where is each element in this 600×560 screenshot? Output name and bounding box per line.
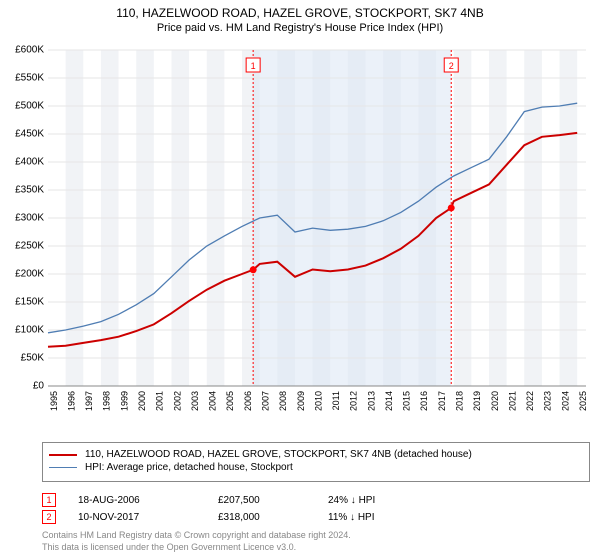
sale-marker: 1 <box>42 493 56 507</box>
x-tick-label: 2017 <box>437 391 447 411</box>
chart-area: 1995 1996 1997 1998 1999 2000 2001 2002 2003 2004… <box>42 44 590 414</box>
sale-diff: 24% ↓ HPI <box>328 495 448 506</box>
x-tick-label: 2008 <box>278 391 288 411</box>
legend-label-property: 110, HAZELWOOD ROAD, HAZEL GROVE, STOCKP… <box>85 449 472 460</box>
legend-label-hpi: HPI: Average price, detached house, Stoc… <box>85 462 293 473</box>
legend-row-property: 110, HAZELWOOD ROAD, HAZEL GROVE, STOCKP… <box>49 449 583 460</box>
y-tick-label: £200K <box>15 269 44 280</box>
x-tick-label: 2003 <box>190 391 200 411</box>
x-tick-label: 1995 <box>49 391 59 411</box>
legend-swatch-property <box>49 454 77 456</box>
title-line-2: Price paid vs. HM Land Registry's House … <box>0 22 600 34</box>
x-tick-label: 2011 <box>331 391 341 410</box>
x-tick-label: 2022 <box>525 391 535 411</box>
x-tick-label: 2000 <box>137 391 147 411</box>
x-tick-label: 2015 <box>402 391 412 411</box>
legend-swatch-hpi <box>49 467 77 468</box>
chart-title-block: 110, HAZELWOOD ROAD, HAZEL GROVE, STOCKP… <box>0 0 600 34</box>
x-tick-label: 2025 <box>578 391 588 411</box>
y-tick-label: £50K <box>21 353 44 364</box>
y-tick-label: £300K <box>15 213 44 224</box>
y-tick-label: £400K <box>15 157 44 168</box>
footer-attribution: Contains HM Land Registry data © Crown c… <box>42 530 351 553</box>
y-tick-label: £450K <box>15 129 44 140</box>
y-tick-label: £100K <box>15 325 44 336</box>
sale-date: 18-AUG-2006 <box>78 495 218 506</box>
sale-price: £207,500 <box>218 495 328 506</box>
y-tick-label: £250K <box>15 241 44 252</box>
svg-text:2: 2 <box>449 61 454 71</box>
x-tick-label: 2002 <box>172 391 182 411</box>
legend: 110, HAZELWOOD ROAD, HAZEL GROVE, STOCKP… <box>42 442 590 482</box>
x-tick-label: 2005 <box>225 391 235 411</box>
sale-row: 2 10-NOV-2017£318,00011% ↓ HPI <box>42 510 590 524</box>
y-tick-label: £550K <box>15 73 44 84</box>
legend-row-hpi: HPI: Average price, detached house, Stoc… <box>49 462 583 473</box>
sale-diff: 11% ↓ HPI <box>328 512 448 523</box>
x-tick-label: 2018 <box>455 391 465 411</box>
line-chart-svg: 1995 1996 1997 1998 1999 2000 2001 2002 2003 2004… <box>42 44 590 414</box>
x-tick-label: 2024 <box>560 391 570 411</box>
x-tick-label: 2001 <box>155 391 165 411</box>
x-tick-label: 2021 <box>507 391 517 411</box>
y-axis-labels: £0£50K£100K£150K£200K£250K£300K£350K£400… <box>0 44 46 414</box>
sales-table: 1 18-AUG-2006£207,50024% ↓ HPI 2 10-NOV-201… <box>42 490 590 527</box>
sale-date: 10-NOV-2017 <box>78 512 218 523</box>
x-tick-label: 2007 <box>260 391 270 411</box>
x-tick-label: 2020 <box>490 391 500 411</box>
x-tick-label: 2006 <box>243 391 253 411</box>
x-tick-label: 2010 <box>313 391 323 411</box>
x-tick-label: 1997 <box>84 391 94 411</box>
y-tick-label: £600K <box>15 45 44 56</box>
svg-text:1: 1 <box>251 61 256 71</box>
x-tick-label: 2014 <box>384 391 394 411</box>
sale-marker: 2 <box>42 510 56 524</box>
x-tick-label: 2012 <box>349 391 359 411</box>
x-tick-label: 1999 <box>119 391 129 411</box>
y-tick-label: £150K <box>15 297 44 308</box>
x-tick-label: 2013 <box>366 391 376 411</box>
footer-line-2: This data is licensed under the Open Gov… <box>42 542 351 554</box>
sale-row: 1 18-AUG-2006£207,50024% ↓ HPI <box>42 493 590 507</box>
x-tick-label: 2019 <box>472 391 482 411</box>
sale-price: £318,000 <box>218 512 328 523</box>
x-tick-label: 2004 <box>208 391 218 411</box>
y-tick-label: £350K <box>15 185 44 196</box>
title-line-1: 110, HAZELWOOD ROAD, HAZEL GROVE, STOCKP… <box>0 6 600 20</box>
x-tick-label: 2023 <box>543 391 553 411</box>
x-tick-label: 1998 <box>102 391 112 411</box>
x-tick-label: 2016 <box>419 391 429 411</box>
y-tick-label: £500K <box>15 101 44 112</box>
x-tick-label: 1996 <box>66 391 76 411</box>
x-tick-label: 2009 <box>296 391 306 411</box>
footer-line-1: Contains HM Land Registry data © Crown c… <box>42 530 351 542</box>
